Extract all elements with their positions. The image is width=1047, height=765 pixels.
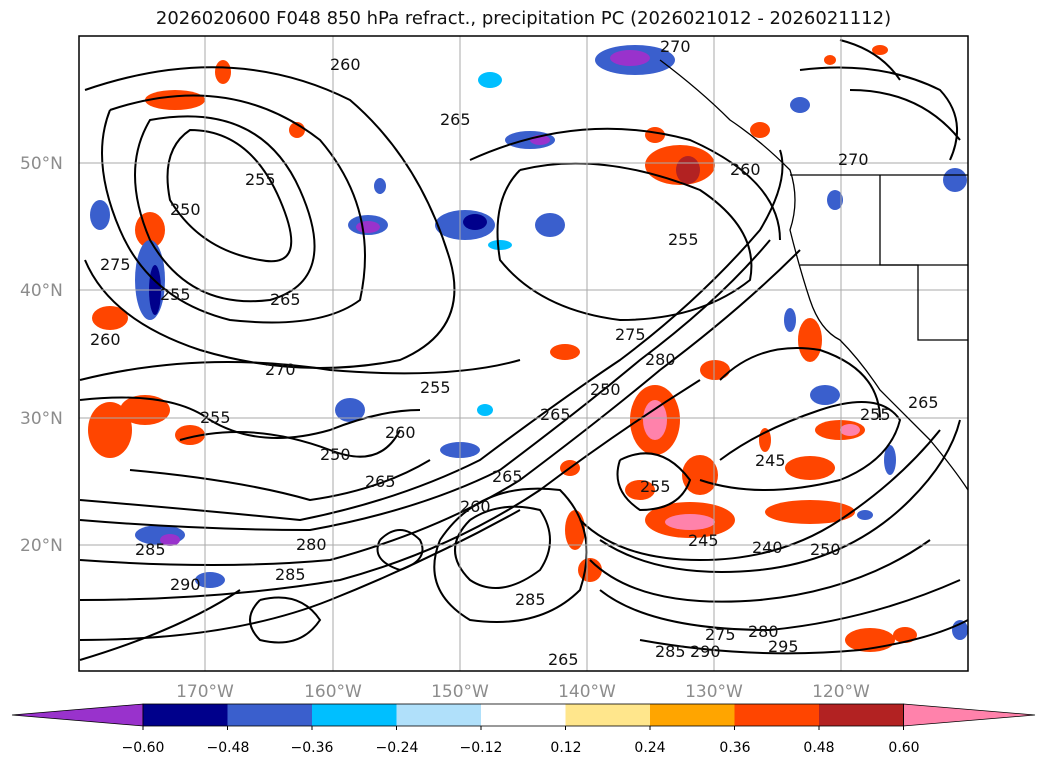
colorbar-segment [650, 704, 735, 726]
contour-label: 280 [748, 622, 779, 641]
lon-label: 170°W [176, 682, 234, 702]
colorbar-extend-low [11, 703, 144, 727]
contour-label: 270 [838, 150, 869, 169]
contour-label: 245 [755, 451, 786, 470]
contour-label: 250 [590, 380, 621, 399]
contour-label: 255 [245, 170, 276, 189]
contour-label: 265 [908, 393, 939, 412]
lon-label: 140°W [558, 682, 616, 702]
contour-label: 255 [668, 230, 699, 249]
colorbar-tick-label: 0.48 [803, 740, 834, 756]
lon-label: 120°W [812, 682, 870, 702]
contour-label: 265 [492, 467, 523, 486]
colorbar-tick-label: 0.24 [634, 740, 665, 756]
contour-label: 285 [275, 565, 306, 584]
lat-label: 30°N [20, 409, 63, 429]
colorbar-segment [143, 704, 228, 726]
contour-label: 275 [615, 325, 646, 344]
contour-label: 255 [160, 285, 191, 304]
colorbar-segment [734, 704, 820, 726]
contour-label: 260 [330, 55, 361, 74]
contour-label: 260 [90, 330, 121, 349]
lon-label: 150°W [431, 682, 489, 702]
colorbar-segment [819, 704, 904, 726]
longitude-labels: 170°W 160°W 150°W 140°W 130°W 120°W [176, 682, 870, 702]
contour-label: 260 [730, 160, 761, 179]
lat-label: 40°N [20, 281, 63, 301]
colorbar-tick-label: 0.12 [550, 740, 581, 756]
colorbar-frame [142, 703, 904, 727]
contour-label: 265 [540, 405, 571, 424]
coastline [659, 59, 968, 491]
colorbar-tick-label: −0.48 [207, 740, 250, 756]
contour-label: 290 [690, 642, 721, 661]
contour-label: 285 [655, 642, 686, 661]
contour-label: 255 [860, 405, 891, 424]
contour-label: 255 [420, 378, 451, 397]
contour-label: 275 [100, 255, 131, 274]
colorbar-tick-label: 0.36 [719, 740, 750, 756]
contour-label: 265 [270, 290, 301, 309]
colorbar-segment [312, 704, 397, 726]
contour-label: 265 [440, 110, 471, 129]
colorbar-tick-label: −0.60 [122, 740, 165, 756]
contour-label: 250 [170, 200, 201, 219]
contour-label: 260 [385, 423, 416, 442]
contour-labels: 270 260 265 255 250 255 275 265 260 270 … [90, 37, 939, 669]
refractivity-contours [79, 39, 968, 661]
colorbar-segment [481, 704, 566, 726]
graticule [79, 36, 968, 671]
map-title: 2026020600 F048 850 hPa refract., precip… [155, 8, 892, 29]
colorbar-tick-labels: −0.60 −0.48 −0.36 −0.24 −0.12 0.12 0.24 … [122, 740, 920, 756]
map-frame [78, 35, 969, 672]
contour-label: 265 [365, 472, 396, 491]
latitude-labels: 50°N 40°N 30°N 20°N [20, 154, 63, 556]
colorbar-segment [565, 704, 651, 726]
colorbar-extend-high [903, 703, 1036, 727]
contour-label: 270 [660, 37, 691, 56]
colorbar-segment [227, 704, 313, 726]
colorbar-tick-label: −0.24 [376, 740, 419, 756]
lon-label: 160°W [304, 682, 362, 702]
contour-label: 285 [515, 590, 546, 609]
colorbar-tick-label: 0.60 [888, 740, 919, 756]
contour-label: 285 [135, 540, 166, 559]
contour-label: 275 [705, 625, 736, 644]
contour-label: 250 [320, 445, 351, 464]
contour-label: 280 [645, 350, 676, 369]
contour-label: 255 [640, 477, 671, 496]
contour-label: 245 [688, 531, 719, 550]
contour-label: 280 [296, 535, 327, 554]
lat-label: 20°N [20, 536, 63, 556]
contour-label: 240 [752, 538, 783, 557]
contour-label: 260 [460, 497, 491, 516]
colorbar [11, 703, 1036, 730]
colorbar-tick-label: −0.12 [460, 740, 503, 756]
lon-label: 130°W [685, 682, 743, 702]
contour-label: 265 [548, 650, 579, 669]
colorbar-segment [396, 704, 482, 726]
colorbar-tick-label: −0.36 [291, 740, 334, 756]
contour-label: 250 [810, 540, 841, 559]
contour-label: 290 [170, 575, 201, 594]
lat-label: 50°N [20, 154, 63, 174]
contour-label: 255 [200, 408, 231, 427]
contour-label: 270 [265, 360, 296, 379]
contour-label: 295 [768, 637, 799, 656]
